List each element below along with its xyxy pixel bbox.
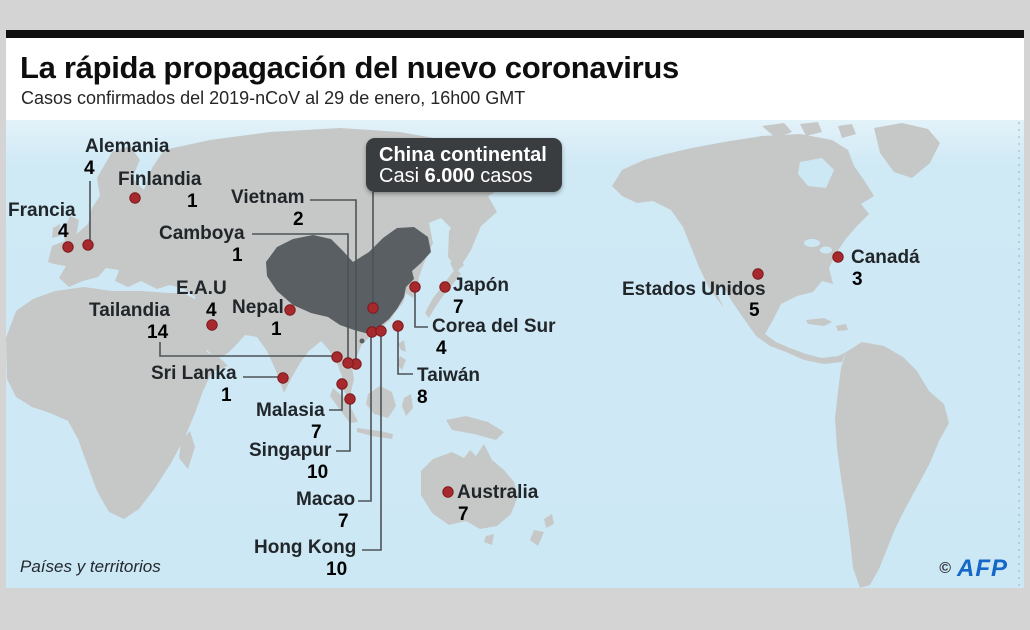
case-dot bbox=[409, 281, 421, 293]
case-dot bbox=[344, 393, 356, 405]
landmass-java bbox=[357, 428, 393, 439]
case-dot bbox=[752, 268, 764, 280]
landmass-ireland bbox=[52, 224, 60, 238]
map-svg bbox=[6, 122, 1020, 588]
landmass-australia bbox=[421, 444, 518, 529]
china-callout: China continental Casi 6.000 casos bbox=[366, 138, 562, 192]
copyright-icon: © bbox=[939, 560, 951, 577]
case-dot bbox=[442, 486, 454, 498]
landmass-south-america bbox=[835, 342, 949, 588]
page-subtitle: Casos confirmados del 2019-nCoV al 29 de… bbox=[21, 88, 526, 108]
case-dot bbox=[336, 378, 348, 390]
landmass-sakhalin bbox=[448, 223, 459, 266]
world-map bbox=[6, 120, 1024, 588]
landmass-sulawesi bbox=[402, 394, 413, 416]
leader-line bbox=[362, 335, 382, 551]
leader-line bbox=[397, 330, 413, 375]
landmass-tasmania bbox=[484, 534, 494, 545]
case-dot bbox=[392, 320, 404, 332]
case-dot bbox=[62, 241, 74, 253]
landmass-hainan bbox=[359, 338, 365, 344]
landmass-newguinea bbox=[446, 416, 504, 440]
case-dot bbox=[832, 251, 844, 263]
landmass-newzealand bbox=[530, 514, 554, 546]
page-title: La rápida propagación del nuevo coronavi… bbox=[20, 50, 679, 85]
landmass-uk bbox=[63, 216, 79, 245]
leader-line bbox=[329, 388, 343, 411]
landmass-arctic-islands bbox=[762, 122, 856, 138]
callout-title: China continental bbox=[379, 144, 547, 166]
landmass-greenland bbox=[874, 123, 940, 178]
case-dot bbox=[375, 325, 387, 337]
case-dot bbox=[277, 372, 289, 384]
great-lake-2 bbox=[820, 246, 832, 254]
great-lake-1 bbox=[804, 239, 820, 247]
footnote: Países y territorios bbox=[20, 557, 161, 576]
landmass-madagascar bbox=[179, 431, 195, 469]
landmass-hispaniola bbox=[836, 324, 848, 331]
leader-line bbox=[358, 336, 372, 502]
case-dot bbox=[129, 192, 141, 204]
landmass-sumatra bbox=[330, 388, 358, 423]
callout-cases: Casi 6.000 casos bbox=[379, 165, 533, 187]
case-dot bbox=[82, 239, 94, 251]
header: La rápida propagación del nuevo coronavi… bbox=[6, 38, 1024, 120]
landmass-hokkaido bbox=[450, 256, 464, 273]
landmass-cuba bbox=[806, 318, 832, 326]
leader-line bbox=[252, 233, 349, 359]
landmass-japan bbox=[425, 268, 461, 318]
landmass-philippines bbox=[397, 340, 406, 370]
landmass-north-america bbox=[612, 134, 874, 364]
case-dot bbox=[367, 302, 379, 314]
leader-line bbox=[336, 403, 351, 452]
case-dot bbox=[206, 319, 218, 331]
afp-logo: AFP bbox=[957, 555, 1008, 582]
landmass-africa bbox=[6, 287, 228, 519]
leader-line bbox=[310, 199, 357, 360]
case-dot bbox=[331, 351, 343, 363]
credit: © AFP bbox=[939, 555, 1008, 583]
hudson-bay bbox=[798, 158, 834, 188]
leader-line bbox=[414, 291, 428, 328]
case-dot bbox=[439, 281, 451, 293]
case-dot bbox=[342, 357, 354, 369]
top-rule bbox=[6, 30, 1024, 38]
case-dot bbox=[284, 304, 296, 316]
leader-line bbox=[159, 342, 333, 357]
